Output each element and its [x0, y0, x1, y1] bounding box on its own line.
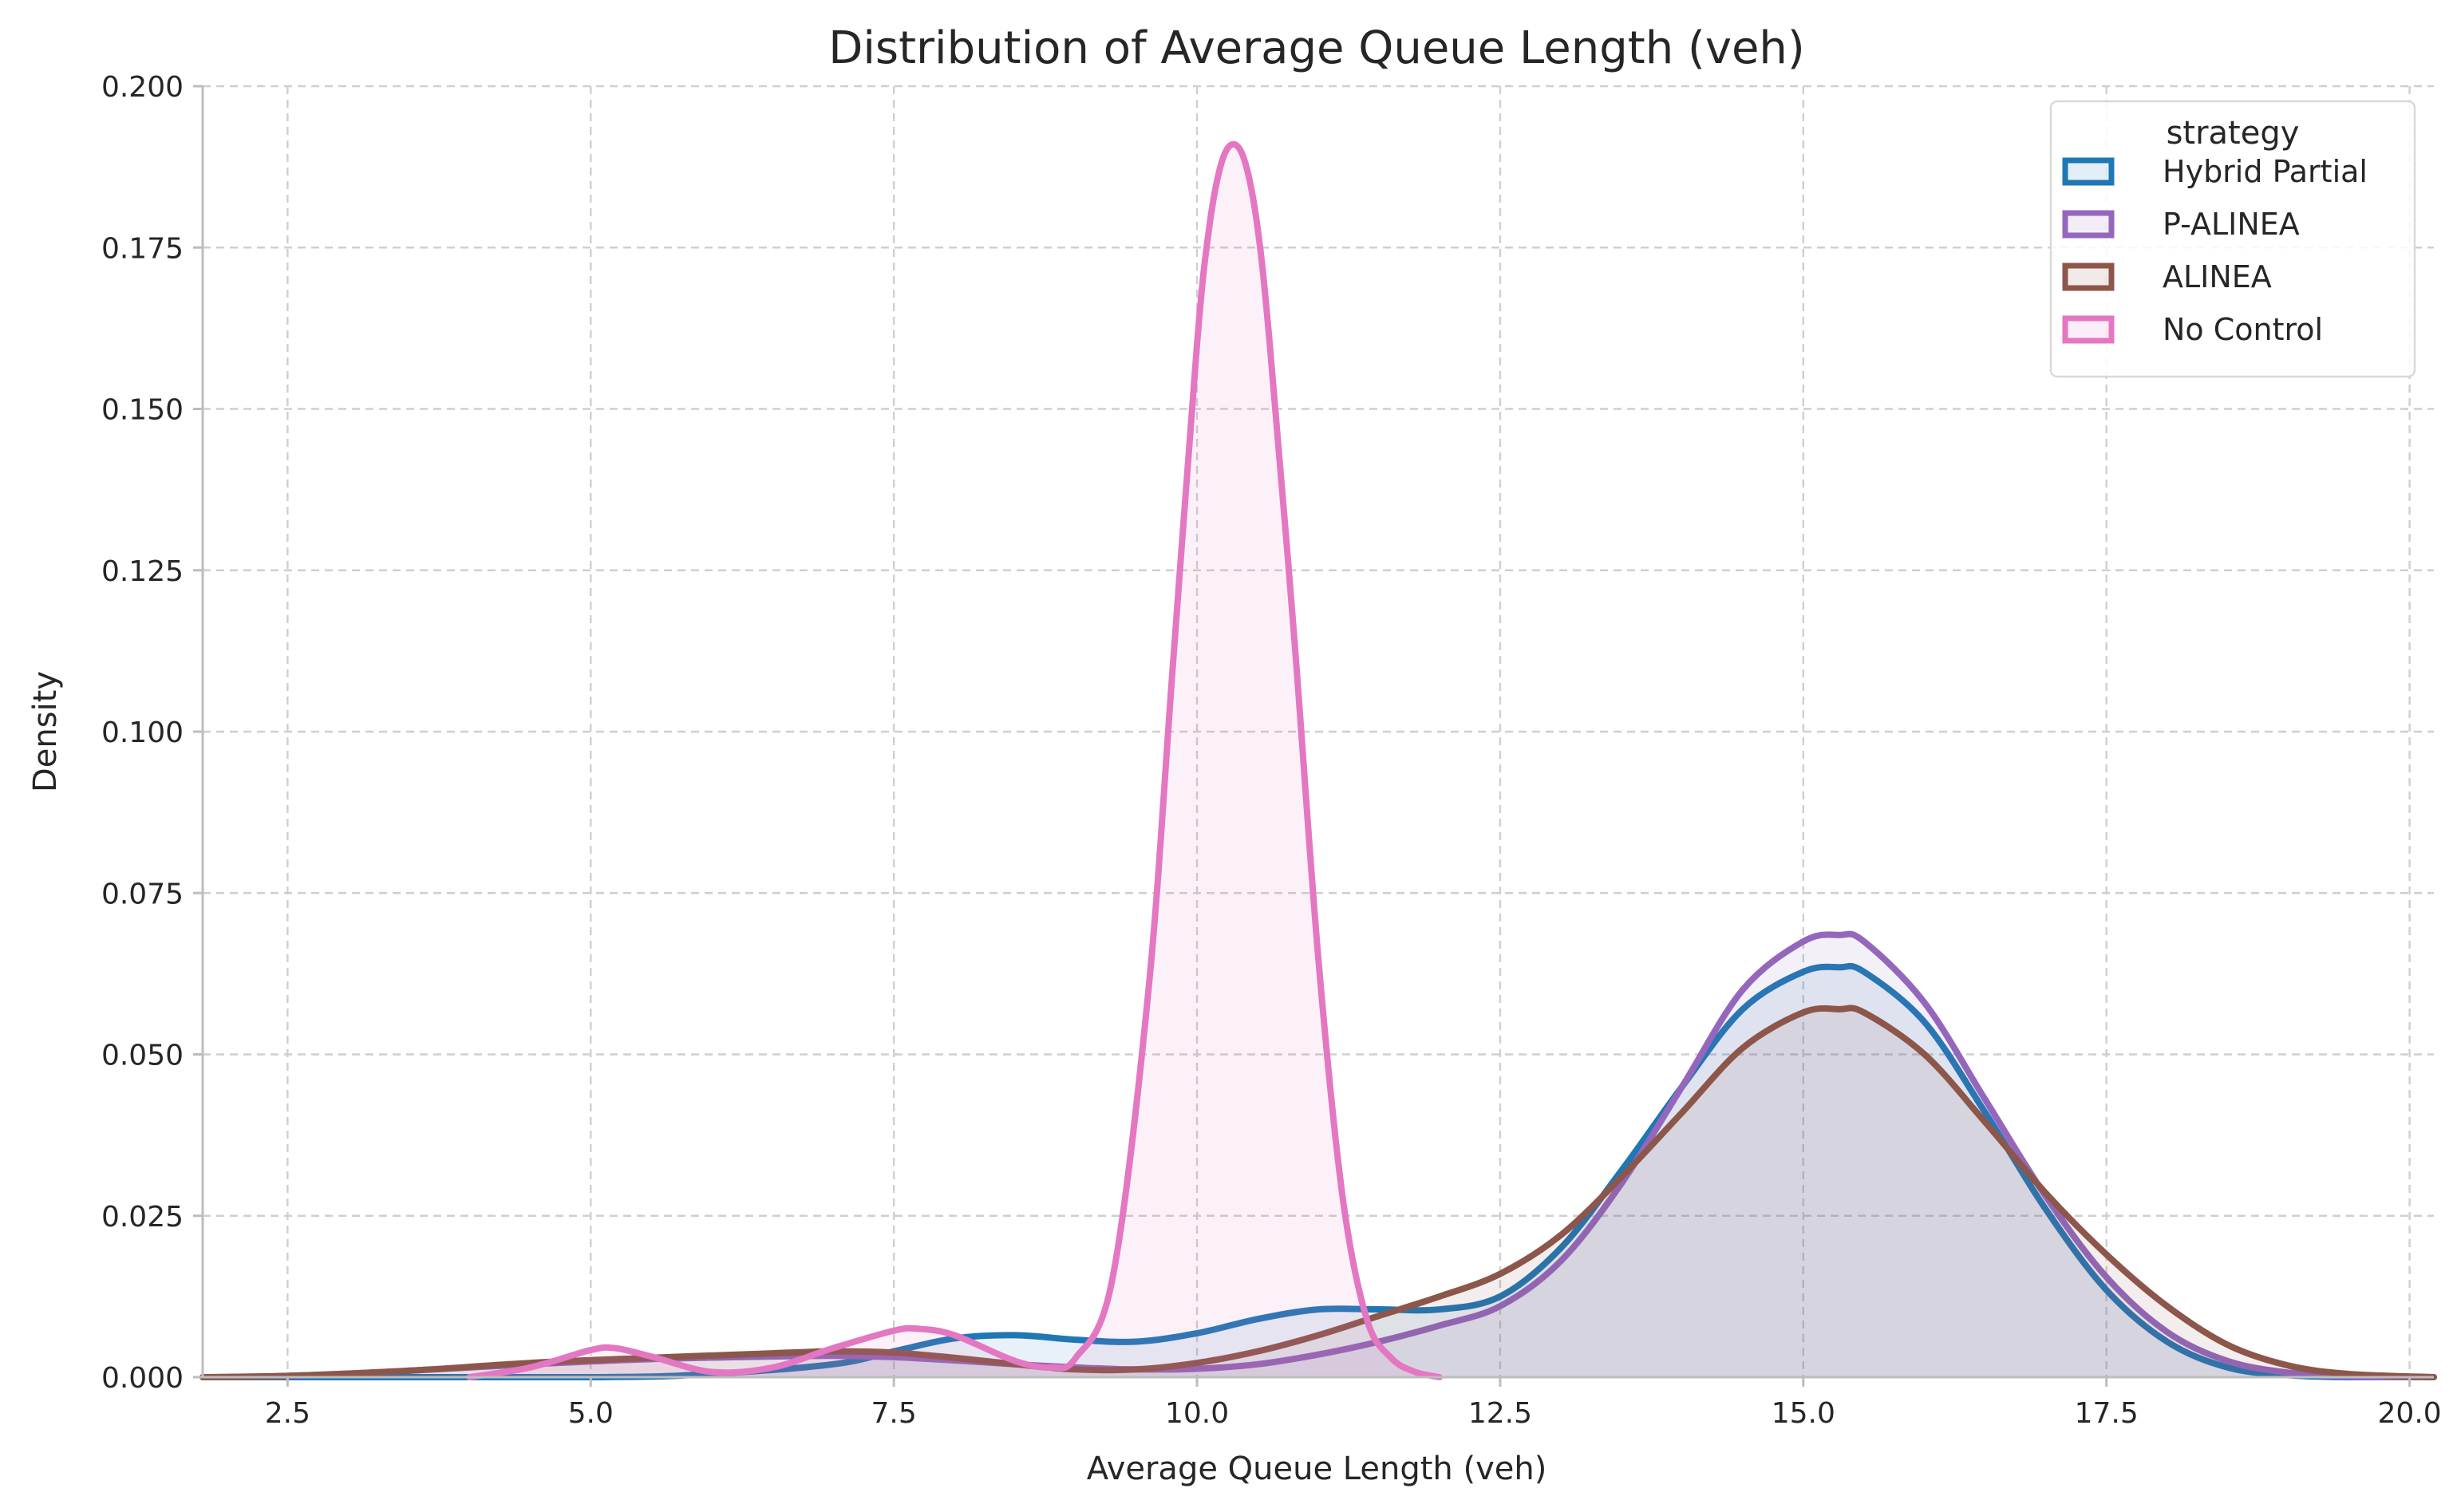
- y-tick-label: 0.100: [101, 717, 184, 749]
- ticks: 2.5 5.0 7.5 10.0 12.5 15.0 17.5 20.0 0.000 0.025 0…: [101, 71, 2442, 1430]
- legend-title: strategy: [2167, 115, 2300, 152]
- y-tick-label: 0.150: [101, 394, 184, 427]
- y-tick-label: 0.000: [101, 1362, 184, 1395]
- legend-items: Hybrid Partial P-ALINEA ALINEA No Control: [2062, 154, 2368, 347]
- x-tick-label: 20.0: [2378, 1397, 2442, 1430]
- legend-label-no-control: No Control: [2163, 312, 2323, 347]
- y-tick-label: 0.125: [101, 555, 184, 588]
- y-tick-label: 0.075: [101, 878, 184, 910]
- legend-swatch-no-control: [2062, 315, 2115, 344]
- legend-swatch-p-alinea: [2062, 210, 2115, 239]
- series-area-no-control: [469, 144, 1440, 1377]
- series-line-no-control: [466, 140, 1443, 1380]
- legend-label-hybrid-partial: Hybrid Partial: [2163, 154, 2368, 189]
- legend: strategy Hybrid Partial P-ALINEA ALINEA No …: [2049, 100, 2416, 378]
- series-area-p-alinea: [203, 934, 2434, 1377]
- y-tick-label: 0.050: [101, 1040, 184, 1072]
- x-tick-label: 12.5: [1468, 1397, 1532, 1430]
- y-tick-label: 0.175: [101, 232, 184, 265]
- series-area-alinea: [203, 1008, 2434, 1377]
- x-tick-label: 2.5: [265, 1397, 310, 1430]
- x-axis-label: Average Queue Length (veh): [1087, 1451, 1547, 1487]
- x-tick-label: 5.0: [568, 1397, 614, 1430]
- legend-swatch-hybrid-partial: [2062, 157, 2115, 186]
- legend-label-alinea: ALINEA: [2163, 259, 2272, 294]
- series-area-hybrid-partial: [203, 965, 2434, 1377]
- y-tick-label: 0.200: [101, 71, 184, 104]
- x-tick-label: 10.0: [1165, 1397, 1229, 1430]
- chart-title: Distribution of Average Queue Length (ve…: [828, 22, 1805, 74]
- legend-frame: [2049, 100, 2416, 378]
- series-group: [199, 140, 2437, 1381]
- y-axis-label: Density: [27, 671, 64, 792]
- series-line-alinea: [199, 1005, 2437, 1380]
- x-tick-label: 17.5: [2075, 1397, 2139, 1430]
- x-tick-label: 15.0: [1772, 1397, 1835, 1430]
- y-tick-label: 0.025: [101, 1201, 184, 1234]
- legend-swatch-alinea: [2062, 263, 2115, 291]
- x-tick-label: 7.5: [871, 1397, 917, 1430]
- legend-label-p-alinea: P-ALINEA: [2163, 207, 2300, 242]
